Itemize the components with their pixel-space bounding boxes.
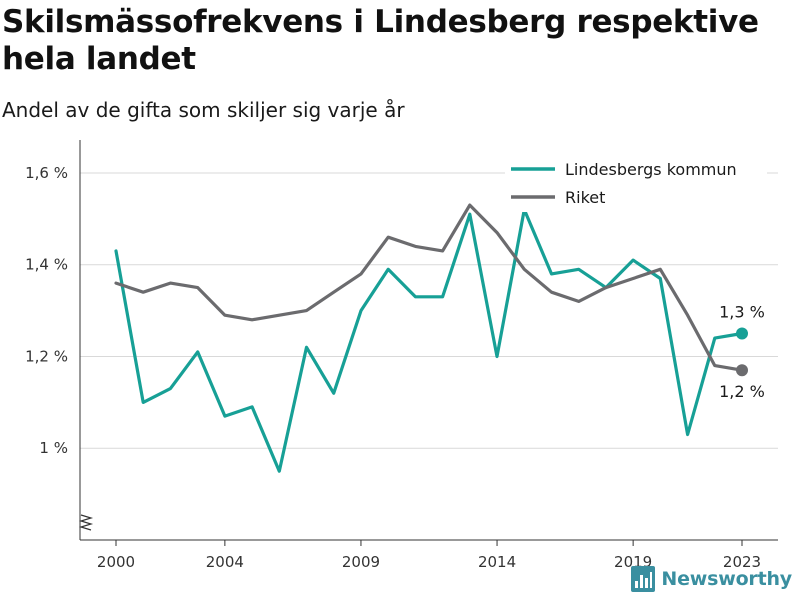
axes: 1 %1,2 %1,4 %1,6 %2000 2004 2009 2014 2019 20…	[25, 140, 778, 571]
legend-background	[505, 152, 767, 212]
newsworthy-logo: Newsworthy	[631, 566, 792, 592]
end-label-0: 1,3 %	[719, 303, 765, 322]
chart-subtitle: Andel av de gifta som skiljer sig varje …	[2, 98, 405, 122]
series-end-point-0	[736, 327, 748, 340]
legend: Lindesbergs kommun Riket	[505, 152, 767, 212]
chart-title: Skilsmässofrekvens i Lindesberg respekti…	[2, 4, 759, 77]
axis-break-icon	[78, 514, 94, 531]
series-line-1	[114, 203, 744, 372]
series-lines	[114, 203, 748, 473]
x-tick-label: 2004	[206, 553, 244, 571]
series-line-0	[114, 208, 744, 473]
logo-text: Newsworthy	[661, 568, 792, 590]
legend-label-1: Riket	[565, 188, 605, 207]
y-tick-label: 1 %	[39, 439, 68, 457]
gridlines	[80, 172, 778, 449]
legend-label-0: Lindesbergs kommun	[565, 160, 737, 179]
series-end-point-1	[736, 364, 748, 377]
newsworthy-bar-chart-icon	[631, 566, 656, 592]
end-label-1: 1,2 %	[719, 382, 765, 401]
y-tick-label: 1,2 %	[25, 347, 68, 365]
x-tick-label: 2009	[342, 553, 380, 571]
x-tick-label: 2014	[478, 553, 516, 571]
x-tick-label: 2000	[97, 553, 135, 571]
y-tick-label: 1,6 %	[25, 164, 68, 182]
end-labels: 1,3 % 1,2 %	[719, 303, 765, 402]
y-tick-label: 1,4 %	[25, 256, 68, 274]
x-tick-label: 2023	[723, 553, 761, 571]
